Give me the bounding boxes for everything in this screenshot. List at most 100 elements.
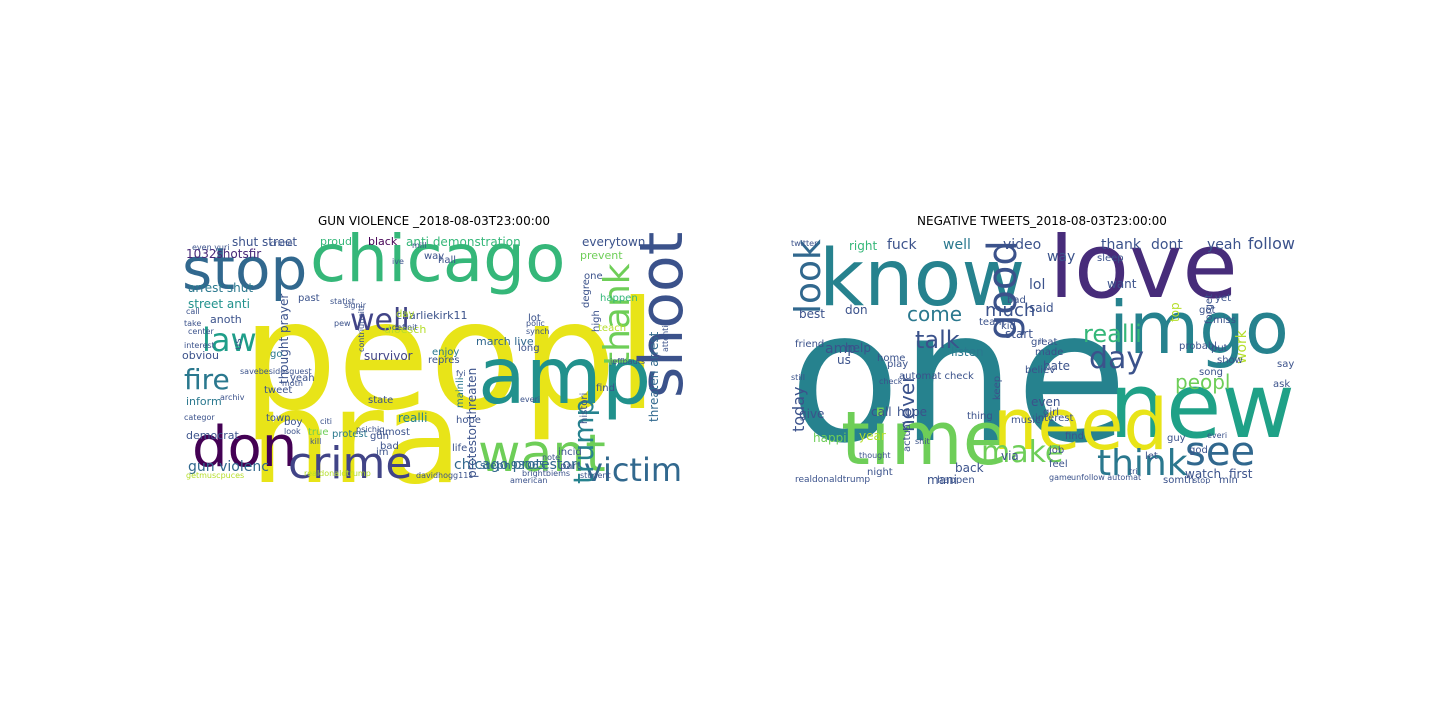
word-cloud-word: part [560, 461, 581, 472]
word-cloud-word: psichic [356, 425, 384, 434]
word-cloud-word: made [1035, 347, 1064, 358]
word-cloud-word: automat check [899, 371, 974, 382]
word-cloud-word: realli [398, 411, 428, 425]
word-cloud-word: proud [320, 235, 352, 248]
word-cloud-word: way [1047, 249, 1076, 265]
word-cloud-word: day [396, 309, 415, 320]
word-cloud-word: yeah [290, 373, 315, 384]
word-cloud-word: stop [1193, 476, 1211, 484]
word-cloud-word: time [841, 396, 1009, 482]
word-cloud-word: well [350, 303, 410, 338]
word-cloud-word: probabl [1179, 341, 1217, 352]
word-cloud-word: street anti [188, 297, 250, 311]
word-cloud-word: davidhogg111 [416, 471, 474, 480]
word-cloud-word: survivor [364, 349, 413, 363]
word-cloud-word: via [1001, 449, 1019, 463]
word-cloud-word: yeah [1207, 237, 1242, 253]
word-cloud-word: steph93065 [480, 459, 546, 472]
word-cloud-word: bad [1007, 295, 1026, 306]
word-cloud-word: us [233, 338, 244, 350]
word-cloud-word: brightbiems [522, 469, 571, 478]
word-cloud-word: state [368, 395, 394, 406]
word-cloud-word: long [518, 343, 540, 354]
word-cloud-word: night [867, 467, 893, 478]
word-cloud-word: go [270, 349, 283, 360]
word-cloud-word: way [424, 251, 445, 262]
word-cloud-word: job [1049, 445, 1065, 456]
word-cloud-word: stop [182, 235, 308, 303]
word-cloud-word: categor [184, 413, 215, 422]
word-cloud-word: don [192, 415, 298, 480]
word-cloud-word: black [368, 235, 398, 248]
word-cloud-word: 1032shotsfir [186, 247, 262, 261]
word-cloud-word: synch [526, 327, 550, 336]
word-cloud-word: said [1029, 301, 1054, 315]
word-cloud-word: incid [558, 447, 582, 458]
word-cloud-word: day [1089, 341, 1145, 376]
word-cloud-word: today [789, 386, 808, 433]
word-cloud-word: first [1229, 467, 1253, 481]
word-cloud-word: chicago protestor [454, 457, 577, 473]
word-cloud-word: sleep [1097, 253, 1124, 264]
word-cloud-word: note [542, 453, 561, 462]
word-cloud-word: inform [186, 395, 222, 408]
word-cloud-word: guy [1167, 433, 1186, 444]
word-cloud-word: thought [859, 451, 891, 460]
word-cloud-word: call [186, 307, 200, 316]
word-cloud-word: teach [598, 323, 627, 334]
word-cloud-word: start [1005, 327, 1033, 341]
word-cloud-word: realli [1083, 320, 1142, 348]
word-cloud-word: love [1049, 232, 1238, 319]
word-cloud-word: believ [1025, 365, 1056, 376]
word-cloud-word: everytown [582, 235, 646, 249]
word-cloud-word: fire [184, 363, 230, 396]
word-cloud-word: year [859, 429, 886, 443]
word-cloud-word: twitter [791, 239, 818, 248]
word-cloud-word: amp [825, 341, 857, 357]
word-cloud-word: life [452, 443, 468, 454]
word-cloud-word: come [907, 302, 963, 326]
word-cloud-word: archiv [220, 393, 245, 402]
word-cloud-word: say [1277, 359, 1295, 370]
word-cloud-word: citi [320, 417, 332, 426]
word-cloud-word: savebesidesguest [240, 367, 312, 376]
word-cloud-word: best [799, 307, 825, 321]
word-cloud-word: nra [250, 364, 463, 484]
word-cloud-word: new [1108, 354, 1295, 459]
word-cloud-word: well [943, 237, 971, 253]
word-cloud-word: lot [528, 313, 541, 324]
word-cloud-word: one [584, 271, 603, 282]
word-cloud-word: feel [1049, 459, 1068, 470]
word-cloud-word: tweet [264, 385, 293, 396]
word-cloud-word: almost [376, 427, 410, 438]
word-cloud-word: listen [951, 345, 984, 359]
word-cloud-word: fyi [456, 369, 466, 378]
word-cloud-word: hate [1043, 359, 1071, 373]
word-cloud-word: find [1065, 431, 1084, 442]
word-cloud-word: us [837, 353, 851, 367]
word-cloud-word: lol [1029, 277, 1046, 293]
word-cloud-word: im [376, 447, 389, 458]
word-cloud-word: find [596, 383, 615, 394]
word-cloud-word: everi [520, 395, 541, 404]
word-cloud-word: make [981, 435, 1064, 470]
word-cloud-word: know [819, 234, 1026, 324]
word-cloud-word: true [308, 427, 329, 438]
word-cloud-word: signir [344, 301, 367, 310]
word-cloud-word: obviou [182, 349, 219, 362]
word-cloud-word: miss [1213, 315, 1236, 326]
word-cloud-word: need [993, 384, 1168, 466]
word-cloud-word: anoth [210, 313, 242, 326]
word-cloud-word: statist [330, 297, 355, 306]
word-cloud-word: happi [813, 431, 847, 445]
word-cloud-word: getmuscpuces [186, 471, 245, 480]
word-cloud-word: realdonaldtrump [795, 475, 871, 484]
word-cloud-word: somth [1163, 474, 1195, 484]
word-cloud-word: let [1145, 451, 1158, 462]
word-cloud-word: shit [915, 437, 930, 446]
word-cloud-word: degre [581, 279, 592, 308]
word-cloud-word: pew [334, 319, 351, 328]
gun-violence-word-cloud: peopl nra chicago stop amp shoot don want crime v… [180, 232, 692, 484]
word-cloud-word: anti demonstration [406, 235, 521, 249]
word-cloud-word: jeffbauts [610, 357, 646, 366]
